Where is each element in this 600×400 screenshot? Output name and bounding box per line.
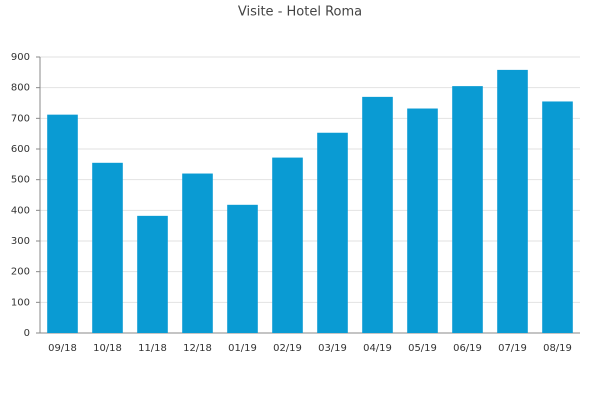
- x-tick-label: 09/18: [48, 343, 77, 354]
- x-tick-label: 03/19: [318, 343, 347, 354]
- bar: [182, 173, 213, 333]
- x-tick-label: 11/18: [138, 343, 167, 354]
- bar: [137, 215, 168, 333]
- bar: [497, 69, 528, 333]
- x-tick-label: 04/19: [363, 343, 392, 354]
- x-tick-label: 10/18: [93, 343, 122, 354]
- y-tick-label: 500: [11, 175, 30, 186]
- y-tick-label: 200: [11, 267, 30, 278]
- y-tick-label: 400: [11, 205, 30, 216]
- y-tick-label: 0: [24, 328, 30, 339]
- x-tick-label: 07/19: [498, 343, 527, 354]
- bar: [452, 86, 483, 333]
- x-tick-label: 06/19: [453, 343, 482, 354]
- bar: [92, 162, 123, 333]
- bar: [47, 114, 78, 333]
- x-tick-label: 02/19: [273, 343, 302, 354]
- bar: [542, 101, 573, 333]
- x-tick-label: 05/19: [408, 343, 437, 354]
- x-tick-label: 01/19: [228, 343, 257, 354]
- bar: [227, 204, 258, 333]
- y-tick-label: 100: [11, 297, 30, 308]
- y-tick-label: 900: [11, 52, 30, 63]
- bar: [407, 108, 438, 334]
- x-tick-label: 12/18: [183, 343, 212, 354]
- y-tick-label: 700: [11, 113, 30, 124]
- bar: [317, 132, 348, 333]
- bar: [272, 157, 303, 333]
- y-tick-label: 300: [11, 236, 30, 247]
- bar: [362, 96, 393, 333]
- chart-title: Visite - Hotel Roma: [238, 5, 362, 20]
- x-tick-label: 08/19: [543, 343, 572, 354]
- y-tick-label: 600: [11, 144, 30, 155]
- y-tick-label: 800: [11, 83, 30, 94]
